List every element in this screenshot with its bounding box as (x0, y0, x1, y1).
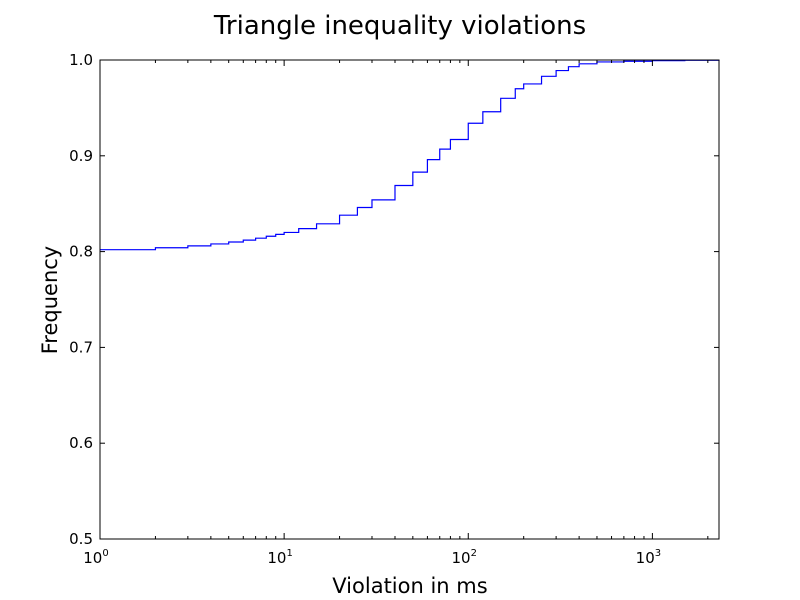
y-tick-label: 1.0 (69, 51, 93, 69)
x-tick-label: 103 (636, 548, 661, 567)
plot-area: 0.5 0.6 0.7 0.8 0.9 1.0 100 101 102 103 (69, 51, 720, 567)
y-tick-label: 0.6 (69, 434, 93, 452)
x-axis-label: Violation in ms (332, 574, 487, 598)
y-tick-label: 0.5 (69, 530, 93, 548)
x-tick-label: 102 (452, 548, 477, 567)
chart-title: Triangle inequality violations (213, 11, 586, 41)
plot-frame (99, 59, 720, 540)
x-tick-label: 100 (83, 548, 108, 567)
series-line-0 (100, 59, 720, 251)
y-tick-label: 0.8 (69, 243, 93, 261)
y-tick-label: 0.7 (69, 338, 93, 356)
y-tick-label: 0.9 (69, 147, 93, 165)
x-tick-label: 101 (267, 548, 292, 567)
y-axis-label: Frequency (38, 246, 62, 355)
